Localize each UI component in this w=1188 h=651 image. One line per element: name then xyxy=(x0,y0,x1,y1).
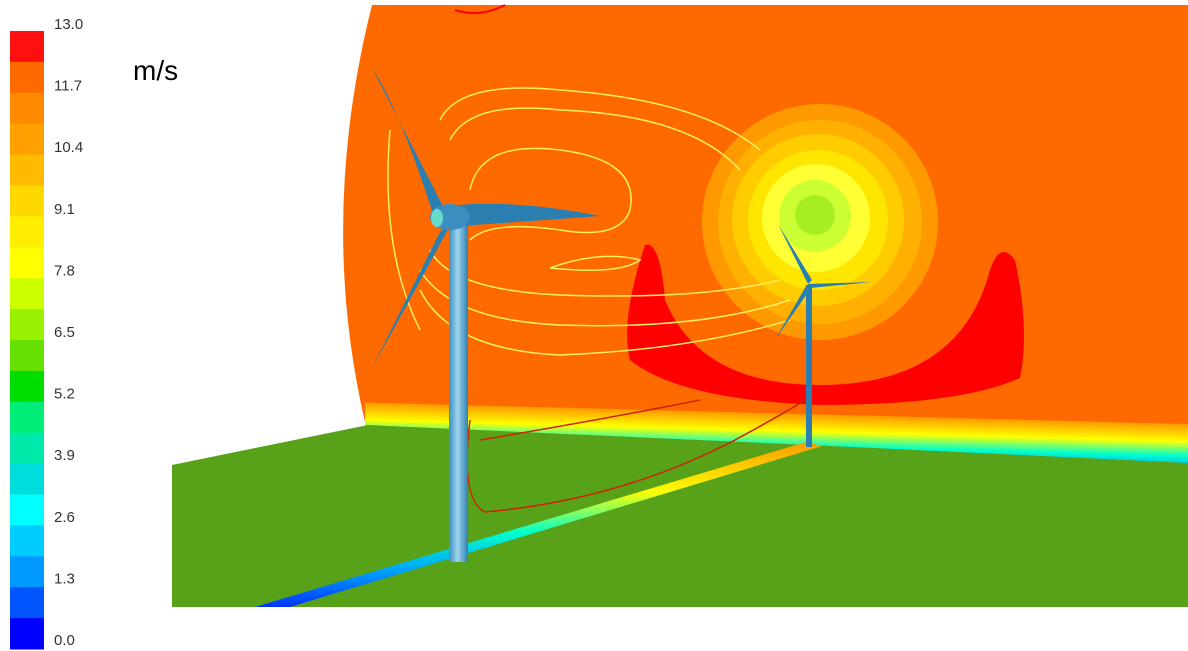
color-band xyxy=(10,432,44,465)
color-band xyxy=(10,123,44,156)
blade xyxy=(778,224,812,284)
color-band xyxy=(10,587,44,619)
contour-line xyxy=(454,4,506,15)
legend-tick-label: 1.3 xyxy=(54,570,75,587)
color-band xyxy=(10,31,44,63)
color-band xyxy=(10,340,44,372)
streamline xyxy=(466,399,806,513)
blade xyxy=(775,286,811,340)
legend-tick-label: 13.0 xyxy=(54,16,83,33)
nose xyxy=(431,209,443,227)
legend-tick-label: 6.5 xyxy=(54,324,75,341)
flow-field xyxy=(343,4,1188,445)
color-band xyxy=(10,185,44,217)
color-band xyxy=(10,494,44,526)
legend-tick-label: 9.1 xyxy=(54,201,75,218)
color-band xyxy=(10,278,44,310)
blade xyxy=(808,282,872,288)
color-band xyxy=(10,92,44,125)
color-band xyxy=(10,618,44,650)
color-band xyxy=(10,370,44,403)
color-band xyxy=(10,463,44,495)
color-band xyxy=(10,525,44,557)
wake-ring xyxy=(795,195,835,235)
ground-stripe xyxy=(255,442,822,607)
tower xyxy=(806,285,812,447)
color-band xyxy=(10,216,44,248)
legend-tick-label: 10.4 xyxy=(54,139,83,156)
legend-tick-label: 3.9 xyxy=(54,447,75,464)
blade xyxy=(372,222,452,368)
blade xyxy=(458,203,600,226)
wake-region xyxy=(627,244,1024,405)
color-band xyxy=(10,401,44,434)
color-band xyxy=(10,61,44,94)
legend-tick-label: 0.0 xyxy=(54,632,75,649)
far-turbine xyxy=(775,224,872,447)
legend-tick-label: 11.7 xyxy=(54,78,82,95)
near-turbine xyxy=(372,68,600,562)
color-band xyxy=(10,247,44,279)
color-band xyxy=(10,556,44,588)
legend-tick-label: 2.6 xyxy=(54,509,75,526)
unit-label: m/s xyxy=(133,55,178,86)
ground xyxy=(172,399,1188,607)
tower xyxy=(449,215,468,562)
legend-tick-label: 5.2 xyxy=(54,386,75,403)
contour-lines xyxy=(387,87,791,356)
color-band xyxy=(10,309,44,341)
blade xyxy=(372,68,445,220)
colorbar: 13.0 11.7 10.4 9.1 7.8 6.5 5.2 3.9 2.6 1.3 0.0 xyxy=(10,16,83,650)
color-band xyxy=(10,154,44,186)
legend-tick-label: 7.8 xyxy=(54,262,75,279)
